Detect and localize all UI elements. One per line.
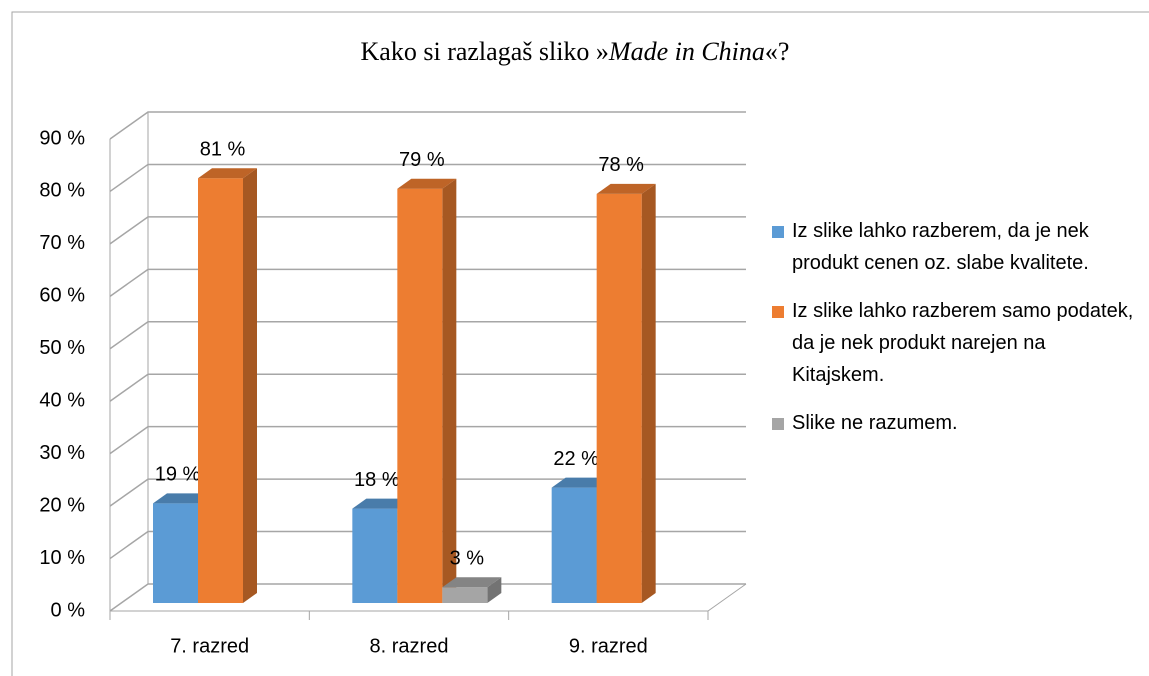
data-label: 19 % <box>155 464 201 486</box>
legend-label: Slike ne razumem. <box>792 412 958 434</box>
bar-top <box>352 498 412 509</box>
chart-border <box>11 11 1149 676</box>
grid-line <box>109 425 746 455</box>
grid-line <box>109 321 746 350</box>
legend-item: Iz slike lahko razberem samo podatek, da… <box>772 295 1142 391</box>
legend-swatch <box>772 418 784 430</box>
y-tick-label: 80 % <box>39 180 85 202</box>
data-label: 18 % <box>354 469 400 491</box>
y-tick-label: 90 % <box>39 127 85 149</box>
x-tick-label: 7. razred <box>170 635 249 657</box>
data-label: 3 % <box>450 548 485 570</box>
bar-side <box>641 183 656 603</box>
legend: Iz slike lahko razberem, da je nek produ… <box>772 215 1142 455</box>
y-tick-label: 0 % <box>51 599 86 621</box>
bar-top <box>596 183 656 194</box>
title-part: Kako si razlagaš sliko » <box>361 37 609 66</box>
grid-line <box>109 373 746 402</box>
bar <box>198 178 243 603</box>
bar <box>442 587 488 603</box>
bar <box>596 193 642 603</box>
grid-line <box>109 583 746 612</box>
title-part: «? <box>765 37 790 66</box>
bar <box>153 503 198 603</box>
y-tick-label: 60 % <box>39 285 85 307</box>
x-tick-label: 9. razred <box>569 635 648 657</box>
y-tick-label: 10 % <box>39 547 85 569</box>
grid-line <box>109 530 746 560</box>
legend-swatch <box>772 306 784 318</box>
data-label: 81 % <box>200 138 246 160</box>
grid-line <box>109 111 746 140</box>
y-tick-label: 70 % <box>39 232 85 254</box>
bar-top <box>397 178 457 189</box>
data-label: 22 % <box>553 448 599 470</box>
x-tick-label: 8. razred <box>370 635 449 657</box>
legend-label: Iz slike lahko razberem samo podatek, da… <box>792 300 1134 386</box>
legend-label: Iz slike lahko razberem, da je nek produ… <box>792 220 1089 274</box>
legend-swatch <box>772 226 784 238</box>
bar-side <box>487 577 502 603</box>
grid-line <box>109 163 746 193</box>
bar-side <box>442 178 457 603</box>
bar-top <box>153 493 212 504</box>
data-label: 78 % <box>598 154 644 176</box>
data-label: 79 % <box>399 149 445 171</box>
bar <box>352 508 398 603</box>
chart-title: Kako si razlagaš sliko »Made in China«? <box>361 37 790 66</box>
bar <box>551 487 597 603</box>
bar-top <box>198 168 257 179</box>
bar <box>397 188 443 603</box>
bar-top <box>442 577 502 588</box>
grid-line <box>109 268 746 297</box>
legend-item: Iz slike lahko razberem, da je nek produ… <box>772 215 1142 279</box>
y-tick-label: 40 % <box>39 390 85 412</box>
grid-line <box>109 216 746 245</box>
title-part: Made in China <box>608 37 765 66</box>
grid-line <box>109 478 746 507</box>
bar-top <box>551 477 611 488</box>
y-tick-label: 50 % <box>39 337 85 359</box>
y-tick-label: 30 % <box>39 442 85 464</box>
y-tick-label: 20 % <box>39 494 85 516</box>
bar-side <box>243 168 257 603</box>
legend-item: Slike ne razumem. <box>772 407 1142 439</box>
